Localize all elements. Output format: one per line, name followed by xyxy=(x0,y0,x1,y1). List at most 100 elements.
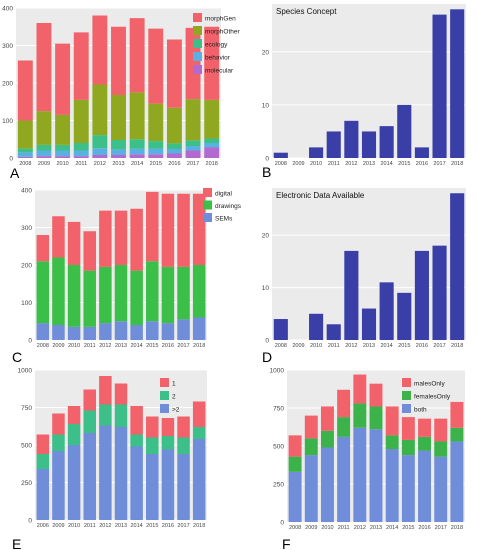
legend-swatch xyxy=(160,404,169,413)
x-tick-label: 2013 xyxy=(363,161,375,167)
bar-malesonly-2012 xyxy=(353,374,367,404)
bar-1-2011 xyxy=(83,389,96,411)
bar-value-2012 xyxy=(344,250,359,340)
legend-swatch xyxy=(193,26,202,35)
bar-femalesonly-2017 xyxy=(434,441,448,457)
x-tick-label: 2015 xyxy=(398,343,410,349)
bar-sems-2012 xyxy=(99,323,112,340)
bar-both-2017 xyxy=(434,456,448,522)
bar-both-2015 xyxy=(401,455,415,522)
bar-ecology-2013 xyxy=(111,140,126,150)
x-tick-label: 2018 xyxy=(206,161,218,167)
y-tick-label: 300 xyxy=(2,43,13,50)
x-tick-label: 2011 xyxy=(75,161,87,167)
bar-both-2013 xyxy=(369,429,383,522)
bar-value-2015 xyxy=(397,292,412,340)
legend-label: both xyxy=(414,407,427,414)
x-tick-label: 2008 xyxy=(275,343,287,349)
legend-swatch xyxy=(193,65,202,74)
bar-sems-2014 xyxy=(130,325,143,340)
x-tick-label: 2016 xyxy=(168,161,180,167)
chart-title: Electronic Data Available xyxy=(276,191,365,200)
bar-value-2010 xyxy=(309,147,324,158)
x-tick-label: 2010 xyxy=(68,523,80,529)
x-tick-label: 2009 xyxy=(292,343,304,349)
legend: malesOnly femalesOnly both xyxy=(402,378,451,414)
bar-drawings-2017 xyxy=(177,266,190,320)
legend-swatch xyxy=(402,378,411,387)
x-tick-label: 2012 xyxy=(94,161,106,167)
bar-drawings-2010 xyxy=(67,265,81,327)
y-tick-label: 0 xyxy=(28,338,32,345)
bar-ecology-2008 xyxy=(17,148,33,153)
bar-value-2015 xyxy=(397,104,412,158)
chart-title: Species Concept xyxy=(276,7,337,16)
bar-sems-2013 xyxy=(114,321,128,340)
bar-ecology-2011 xyxy=(73,143,89,151)
legend-label: ecology xyxy=(205,42,228,49)
x-tick-label: 2014 xyxy=(131,161,143,167)
x-tick-label: 2012 xyxy=(345,343,357,349)
bar-value-2018 xyxy=(450,9,465,158)
bar-drawings-2016 xyxy=(161,266,175,324)
bar-digital-2014 xyxy=(130,208,143,271)
bar-value-2008 xyxy=(273,319,288,340)
y-tick-label: 100 xyxy=(2,118,13,125)
bar-behavior-2018 xyxy=(204,143,220,148)
bar-morphother-2017 xyxy=(185,99,201,141)
x-tick-label: 2013 xyxy=(370,525,382,531)
x-tick-label: 2017 xyxy=(433,161,445,167)
x-tick-label: 2011 xyxy=(84,523,96,529)
bar-1-2012 xyxy=(99,376,112,405)
bar-malesonly-2008 xyxy=(288,435,302,457)
bar-ecology-2009 xyxy=(36,144,52,151)
bar-molecular-2016 xyxy=(166,153,182,158)
bar-behavior-2015 xyxy=(148,148,164,155)
bar-both-2011 xyxy=(337,436,351,522)
legend-swatch xyxy=(160,378,169,387)
bar-digital-2018 xyxy=(192,193,206,265)
y-tick-label: 0 xyxy=(265,338,269,345)
bar-sems-2009 xyxy=(52,325,65,340)
y-tick-label: 0 xyxy=(280,520,284,527)
y-tick-label: 500 xyxy=(21,443,32,450)
bar--2-2011 xyxy=(83,433,96,520)
legend-swatch xyxy=(160,391,169,400)
bar-malesonly-2009 xyxy=(304,415,318,439)
x-tick-label: 2009 xyxy=(52,343,64,349)
bar-value-2012 xyxy=(344,120,359,158)
bar-femalesonly-2011 xyxy=(337,417,351,437)
bar-femalesonly-2016 xyxy=(418,436,432,451)
legend-swatch xyxy=(203,188,212,197)
x-tick-label: 2011 xyxy=(338,525,350,531)
bar-digital-2011 xyxy=(83,231,96,271)
bar-molecular-2009 xyxy=(36,156,52,158)
bar-2-2018 xyxy=(192,427,206,439)
legend-label: 1 xyxy=(172,381,176,388)
bar-sems-2016 xyxy=(161,323,175,340)
bar-drawings-2015 xyxy=(146,261,159,322)
bar-morphgen-2009 xyxy=(36,23,52,112)
y-tick-label: 0 xyxy=(9,156,13,163)
legend-label: digital xyxy=(215,191,233,198)
legend: 1 2 >2 xyxy=(160,378,180,414)
y-tick-label: 250 xyxy=(273,482,284,489)
bar-molecular-2015 xyxy=(148,154,164,158)
x-tick-label: 2017 xyxy=(433,343,445,349)
bar-2-2010 xyxy=(67,424,81,445)
bar-drawings-2014 xyxy=(130,270,143,325)
x-tick-label: 2009 xyxy=(292,161,304,167)
bar-drawings-2018 xyxy=(192,265,206,318)
bar-malesonly-2013 xyxy=(369,383,383,407)
bar--2-2006 xyxy=(36,469,50,520)
bar-femalesonly-2010 xyxy=(320,430,334,448)
bar-ecology-2017 xyxy=(185,140,201,146)
bar-sems-2015 xyxy=(146,321,159,340)
bar-digital-2016 xyxy=(161,193,175,267)
bar-2-2014 xyxy=(130,434,143,447)
bar-value-2016 xyxy=(414,147,429,158)
x-tick-label: 2018 xyxy=(451,161,463,167)
bar-drawings-2012 xyxy=(99,266,112,324)
x-tick-label: 2014 xyxy=(131,523,143,529)
x-tick-label: 2016 xyxy=(162,343,174,349)
